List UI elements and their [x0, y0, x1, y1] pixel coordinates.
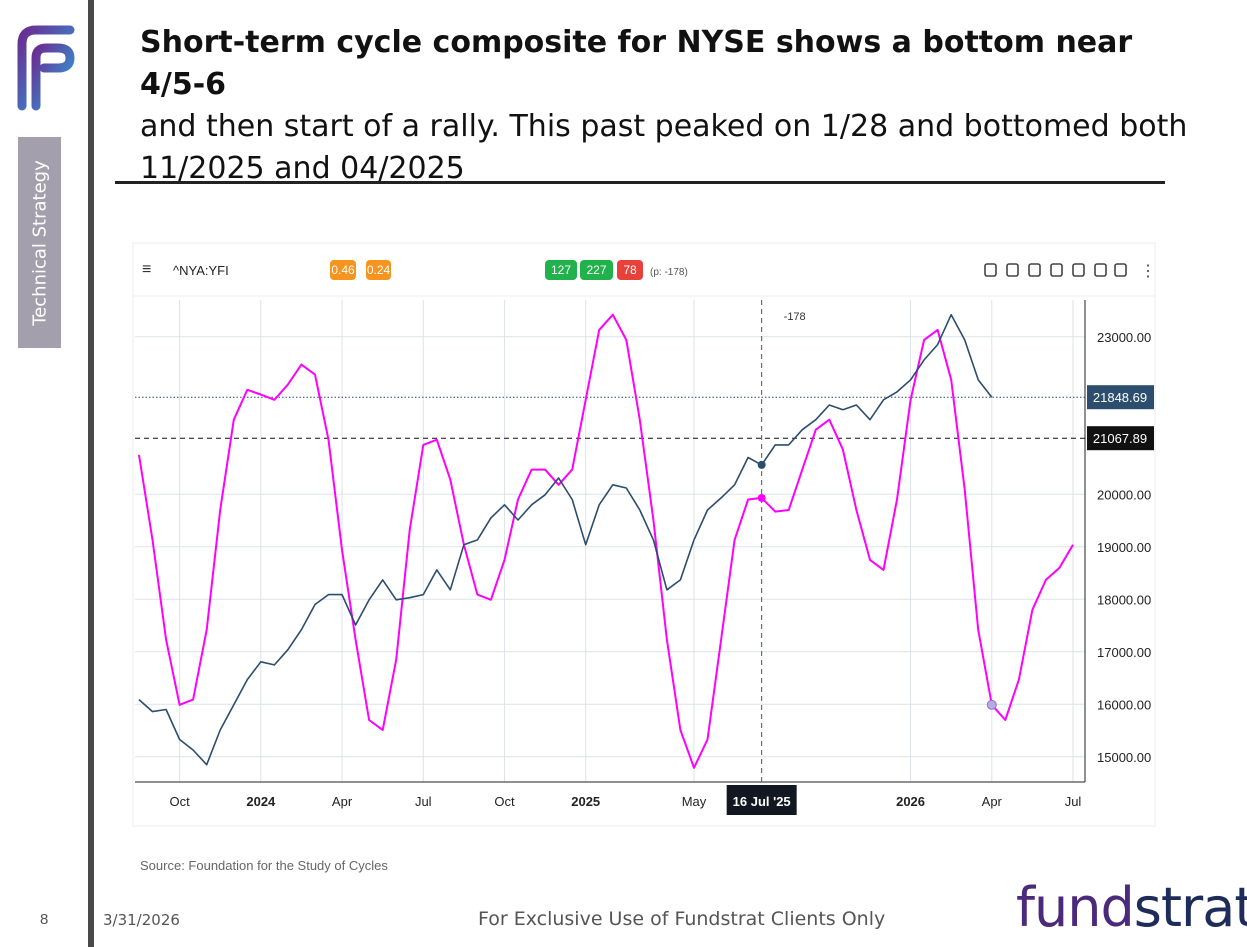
badge	[580, 260, 613, 280]
y-tick-label: 15000.00	[1097, 750, 1151, 765]
y-tick-label: 16000.00	[1097, 697, 1151, 712]
x-tick-label: 2026	[896, 794, 925, 809]
badge	[617, 260, 643, 280]
y-tick-label: 23000.00	[1097, 330, 1151, 345]
price-tag	[1087, 426, 1154, 451]
logo-part: fund	[1016, 876, 1135, 939]
crosshair-label: 16 Jul '25	[733, 794, 791, 809]
toolbar-icon	[1006, 263, 1019, 277]
x-tick-label: Apr	[332, 794, 353, 809]
source: Source: Foundation for the Study of Cycl…	[140, 858, 388, 873]
x-tick-label: Jul	[415, 794, 432, 809]
x-tick-label: May	[682, 794, 707, 809]
price-tag	[1087, 385, 1154, 410]
title-bold: Short-term cycle composite for NYSE show…	[140, 25, 1133, 102]
crosshair-dot	[757, 460, 766, 469]
badge-text: 78	[623, 263, 637, 277]
page-number: 8	[40, 911, 49, 928]
badge-text: 127	[551, 263, 571, 277]
footer: For Exclusive Use of Fundstrat Clients O…	[478, 908, 886, 930]
x-tick-label: 2024	[246, 794, 276, 809]
toolbar-icon	[984, 263, 997, 277]
price-tag-label: 21848.69	[1093, 390, 1147, 405]
y-tick-label: 19000.00	[1097, 540, 1151, 555]
annotation: -178	[784, 311, 806, 323]
logo-icon	[17, 25, 75, 111]
y-tick-label: 20000.00	[1097, 487, 1151, 502]
y-tick-label: 18000.00	[1097, 592, 1151, 607]
section-tab: Technical Strategy	[18, 137, 61, 348]
x-tick-label: Jul	[1065, 794, 1082, 809]
menu-icon: ≡	[142, 261, 151, 278]
series-line	[138, 313, 993, 766]
logo: fundstrat	[1016, 876, 1247, 939]
x-tick-label: 2025	[571, 794, 600, 809]
y-tick-label: 17000.00	[1097, 645, 1151, 660]
title-rule	[115, 181, 1165, 184]
divider-bar	[88, 0, 94, 947]
toolbar-icon	[1028, 263, 1041, 277]
toolbar-icon	[1050, 263, 1063, 277]
toolbar-icon	[1114, 263, 1127, 277]
slide-title: Short-term cycle composite for NYSE show…	[140, 22, 1200, 190]
toolbar-note: (p: -178)	[650, 267, 688, 278]
badge-text: 0.46	[331, 263, 355, 277]
x-tick-label: Oct	[494, 794, 515, 809]
toolbar-icon	[1094, 263, 1107, 277]
logo-part: strat	[1133, 876, 1247, 939]
badge-text: 227	[586, 263, 606, 277]
toolbar-icon	[1072, 263, 1085, 277]
badge-text: 0.24	[367, 263, 391, 277]
badge	[366, 260, 391, 280]
more-icon: ⋮	[1140, 263, 1156, 280]
x-tick-label: Oct	[169, 794, 190, 809]
symbol: ^NYA:YFI	[173, 263, 229, 278]
badge	[330, 260, 356, 280]
x-tick-label: Apr	[982, 794, 1003, 809]
crosshair-label-box	[726, 785, 797, 815]
cycle-marker	[986, 699, 997, 710]
title-rest: and then start of a rally. This past pea…	[140, 109, 1188, 186]
chart-panel	[132, 242, 1156, 827]
badge	[545, 260, 577, 280]
price-tag-label: 21067.89	[1093, 431, 1147, 446]
date: 3/31/2026	[103, 911, 180, 929]
crosshair-dot	[757, 493, 766, 502]
